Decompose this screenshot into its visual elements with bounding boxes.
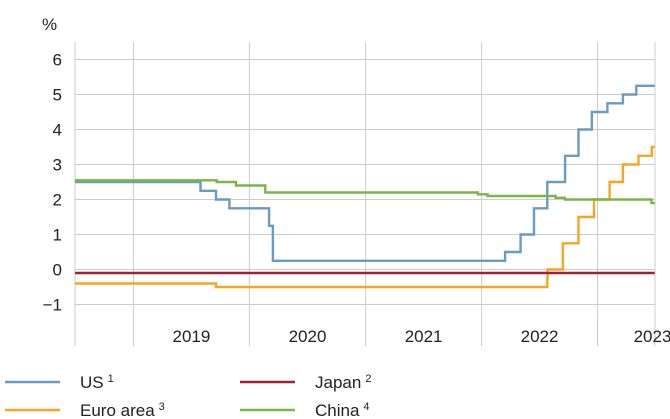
legend-item-china: China 4 [240, 401, 370, 419]
legend-label: US 1 [80, 373, 114, 392]
y-tick-label: 3 [53, 156, 62, 175]
y-tick-label: 4 [53, 121, 62, 140]
series-line-china [75, 179, 655, 205]
legend-item-japan: Japan 2 [240, 373, 371, 392]
legend-label: China 4 [315, 401, 370, 419]
series-line-euro-area [75, 145, 655, 289]
y-tick-label: 1 [53, 226, 62, 245]
legend: US 1 Euro area 3 Japan 2 China 4 [5, 373, 371, 419]
x-tick-label: 2020 [289, 327, 327, 346]
y-tick-label: 2 [53, 191, 62, 210]
y-axis-ticks: 6 5 4 3 2 1 0 −1 [43, 51, 62, 315]
x-axis-ticks: 2019 2020 2021 2022 2023 [172, 327, 670, 346]
y-tick-label: 6 [53, 51, 62, 70]
y-tick-label: −1 [43, 296, 62, 315]
grid [74, 42, 656, 346]
x-tick-label: 2021 [405, 327, 443, 346]
y-tick-label: 0 [53, 261, 62, 280]
series-line-us [75, 84, 655, 262]
x-tick-label: 2022 [521, 327, 559, 346]
legend-label: Euro area 3 [80, 401, 165, 419]
legend-item-us: US 1 [5, 373, 114, 392]
legend-label: Japan 2 [315, 373, 371, 392]
legend-item-euro-area: Euro area 3 [5, 401, 165, 419]
x-tick-label: 2023 [634, 327, 670, 346]
series-lines [75, 84, 655, 289]
y-unit-label: % [42, 15, 57, 34]
y-tick-label: 5 [53, 86, 62, 105]
x-tick-label: 2019 [172, 327, 210, 346]
